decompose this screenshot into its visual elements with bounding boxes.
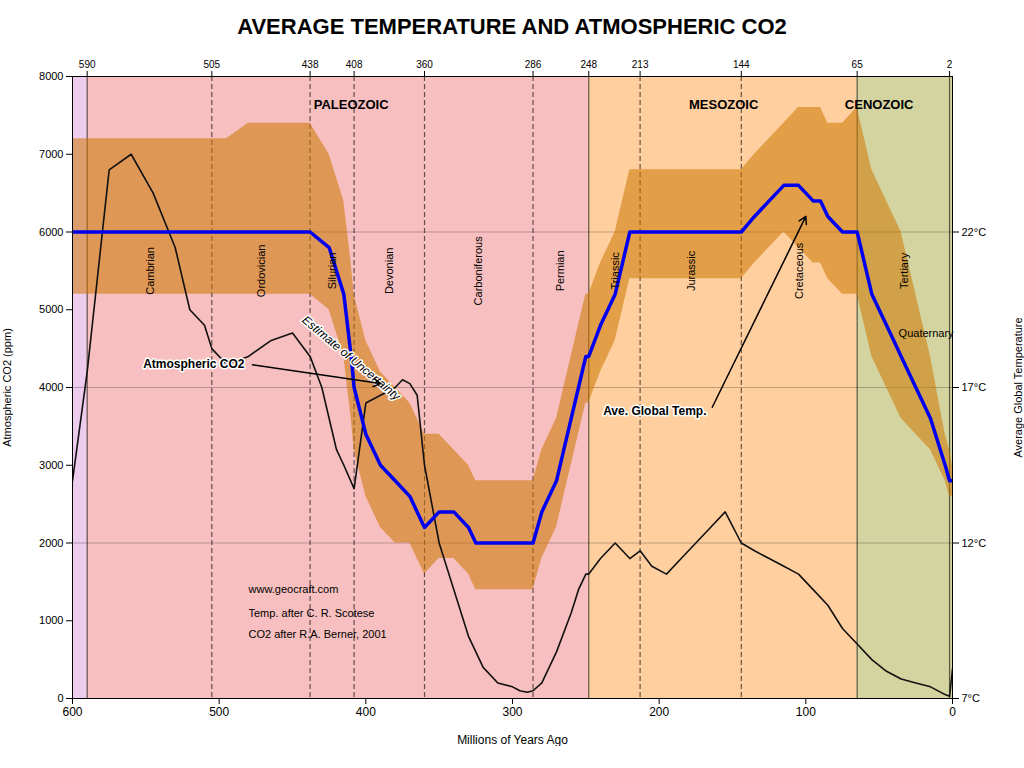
svg-text:Temp. after C. R. Scotese: Temp. after C. R. Scotese <box>249 606 375 618</box>
svg-text:8000: 8000 <box>39 70 63 82</box>
svg-text:500: 500 <box>209 705 229 719</box>
svg-text:Average Global Temperature: Average Global Temperature <box>1012 317 1024 457</box>
svg-text:MESOZOIC: MESOZOIC <box>689 97 759 112</box>
svg-text:505: 505 <box>203 59 220 70</box>
svg-text:Quaternary: Quaternary <box>899 327 955 339</box>
html-text:AVERAGE TEMPERATURE AND ATMOSP: AVERAGE TEMPERATURE AND ATMOSPHERIC CO2 <box>237 14 787 39</box>
svg-text:Jurassic: Jurassic <box>685 250 697 291</box>
svg-text:300: 300 <box>502 705 522 719</box>
svg-text:2000: 2000 <box>39 537 63 549</box>
svg-text:Devonian: Devonian <box>383 248 395 294</box>
svg-text:12°C: 12°C <box>962 537 987 549</box>
svg-text:CENOZOIC: CENOZOIC <box>845 97 914 112</box>
svg-text:Silurian: Silurian <box>326 253 338 290</box>
svg-text:7000: 7000 <box>39 148 63 160</box>
svg-text:Estimate of Uncertainty: Estimate of Uncertainty <box>299 313 404 404</box>
svg-text:Atmospheric CO2: Atmospheric CO2 <box>143 357 245 371</box>
svg-text:22°C: 22°C <box>962 226 987 238</box>
svg-text:144: 144 <box>733 59 750 70</box>
svg-text:5000: 5000 <box>39 303 63 315</box>
svg-text:1000: 1000 <box>39 614 63 626</box>
svg-text:0: 0 <box>57 692 63 704</box>
svg-text:7°C: 7°C <box>962 692 981 704</box>
svg-text:200: 200 <box>649 705 669 719</box>
svg-text:590: 590 <box>79 59 96 70</box>
svg-text:213: 213 <box>632 59 649 70</box>
svg-text:Triassic: Triassic <box>609 252 621 290</box>
svg-text:PALEOZOIC: PALEOZOIC <box>314 97 389 112</box>
svg-text:Ave. Global Temp.: Ave. Global Temp. <box>603 404 706 418</box>
svg-text:2: 2 <box>947 59 953 70</box>
svg-text:Permian: Permian <box>554 250 566 291</box>
svg-text:600: 600 <box>62 705 82 719</box>
svg-text:4000: 4000 <box>39 381 63 393</box>
svg-text:438: 438 <box>302 59 319 70</box>
svg-text:CO2 after R.A. Berner, 2001: CO2 after R.A. Berner, 2001 <box>249 628 387 640</box>
svg-text:3000: 3000 <box>39 459 63 471</box>
svg-text:Atmospheric CO2 (ppm): Atmospheric CO2 (ppm) <box>1 328 13 447</box>
svg-text:100: 100 <box>796 705 816 719</box>
svg-text:286: 286 <box>525 59 542 70</box>
svg-text:www.geocraft.com: www.geocraft.com <box>248 583 339 595</box>
svg-text:0: 0 <box>949 705 956 719</box>
svg-text:360: 360 <box>416 59 433 70</box>
svg-text:17°C: 17°C <box>962 381 987 393</box>
svg-text:408: 408 <box>346 59 363 70</box>
svg-text:Cambrian: Cambrian <box>144 247 156 295</box>
svg-text:Ordovician: Ordovician <box>255 245 267 298</box>
svg-text:6000: 6000 <box>39 226 63 238</box>
svg-text:248: 248 <box>580 59 597 70</box>
svg-text:65: 65 <box>852 59 864 70</box>
svg-text:Cretaceous: Cretaceous <box>793 242 805 299</box>
svg-text:Carboniferous: Carboniferous <box>472 236 484 306</box>
svg-text:Tertiary: Tertiary <box>898 252 910 289</box>
svg-text:400: 400 <box>356 705 376 719</box>
svg-text:Millions of Years Ago: Millions of Years Ago <box>457 733 568 747</box>
